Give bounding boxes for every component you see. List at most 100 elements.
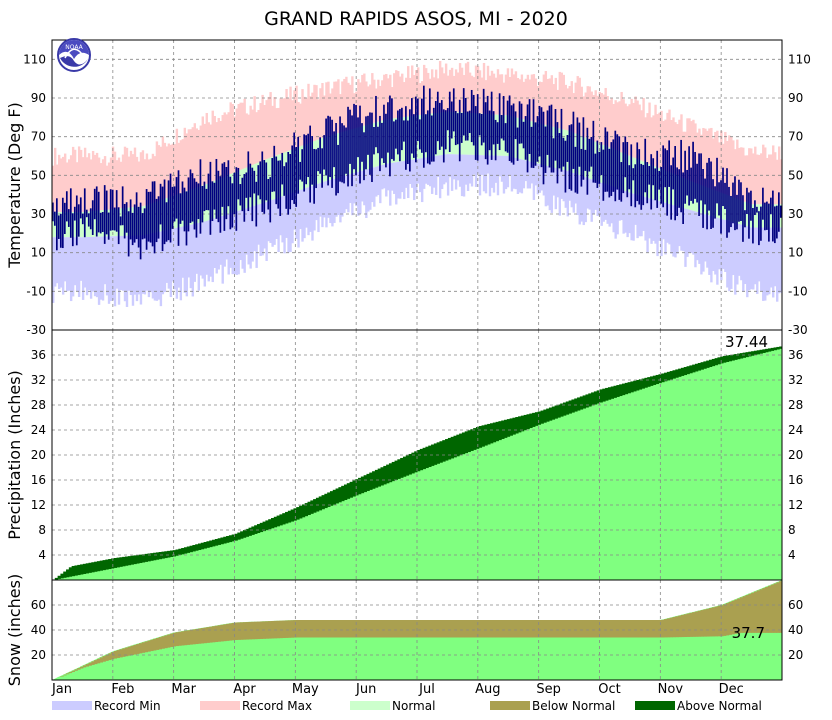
below-normal-area <box>737 598 741 634</box>
record-min-bar <box>141 235 145 294</box>
record-min-bar <box>229 213 232 268</box>
above-normal-area <box>425 446 429 469</box>
record-max-bar <box>634 96 637 159</box>
above-normal-area <box>332 489 337 505</box>
record-max-bar <box>301 89 304 146</box>
above-normal-area <box>63 571 67 578</box>
observed-temp-bar <box>754 200 756 216</box>
record-max-bar <box>135 156 139 207</box>
record-min-bar <box>119 235 123 291</box>
below-normal-area <box>512 620 516 638</box>
observed-temp-bar <box>572 111 575 169</box>
record-max-bar <box>313 84 316 142</box>
observed-temp-bar <box>109 189 112 231</box>
above-normal-area <box>456 434 460 457</box>
observed-temp-bar <box>660 166 663 204</box>
observed-temp-bar <box>171 186 174 229</box>
record-min-bar <box>642 196 645 231</box>
above-normal-area <box>226 536 230 543</box>
observed-temp-bar <box>690 167 692 201</box>
record-min-bar <box>71 237 75 297</box>
below-normal-area <box>596 620 600 638</box>
observed-temp-bar <box>518 101 521 144</box>
below-normal-area <box>122 648 126 657</box>
below-normal-area <box>212 626 216 643</box>
above-normal-area <box>509 418 513 436</box>
below-normal-area <box>675 616 679 638</box>
record-min-bar <box>758 227 761 282</box>
below-normal-area <box>520 620 525 638</box>
observed-temp-bar <box>534 122 537 166</box>
record-min-bar <box>628 192 631 234</box>
below-normal-area <box>324 620 328 638</box>
below-normal-area <box>683 614 688 638</box>
record-min-bar <box>65 237 69 292</box>
below-normal-area <box>338 620 342 638</box>
below-normal-area <box>568 620 572 638</box>
observed-temp-bar <box>648 165 651 185</box>
record-max-bar <box>107 162 111 210</box>
below-normal-area <box>742 596 746 633</box>
above-normal-area <box>408 453 412 475</box>
observed-temp-bar <box>397 110 399 155</box>
below-normal-area <box>153 638 157 651</box>
below-normal-area <box>773 583 777 633</box>
record-max-bar <box>558 71 562 129</box>
record-max-bar <box>73 149 77 213</box>
record-min-bar <box>125 235 129 307</box>
y-tick-label: 50 <box>788 168 803 182</box>
observed-temp-bar <box>169 173 172 243</box>
below-normal-area <box>226 623 230 641</box>
record-max-bar <box>438 61 442 113</box>
record-min-bar <box>616 188 619 235</box>
record-min-bar <box>718 218 721 270</box>
record-max-bar <box>189 129 193 190</box>
observed-temp-bar <box>227 160 230 207</box>
observed-temp-bar <box>55 198 58 251</box>
record-max-bar <box>139 152 143 207</box>
record-min-bar <box>670 204 673 254</box>
record-min-bar <box>233 212 236 275</box>
record-max-bar <box>199 125 202 187</box>
record-min-bar <box>301 189 304 242</box>
below-normal-area <box>436 620 440 638</box>
record-min-bar <box>500 155 504 182</box>
record-min-bar <box>464 154 468 185</box>
observed-temp-bar <box>91 200 94 235</box>
record-max-bar <box>243 98 246 169</box>
above-normal-area <box>245 528 250 537</box>
record-min-bar <box>538 163 542 193</box>
observed-temp-bar <box>432 107 435 162</box>
legend-swatch <box>350 701 390 710</box>
record-min-bar <box>145 234 149 291</box>
below-normal-area <box>85 664 89 667</box>
record-max-bar <box>646 113 649 164</box>
record-max-bar <box>227 112 230 175</box>
observed-temp-bar <box>488 110 491 151</box>
observed-temp-bar <box>213 182 216 210</box>
record-min-bar <box>137 235 141 295</box>
below-normal-area <box>341 620 345 638</box>
record-min-bar <box>185 225 189 297</box>
below-normal-area <box>228 623 233 641</box>
above-normal-area <box>557 404 561 418</box>
above-normal-area <box>725 355 730 362</box>
record-max-bar <box>127 156 131 208</box>
above-normal-area <box>422 447 426 470</box>
record-min-bar <box>89 236 93 299</box>
above-normal-area <box>259 522 264 533</box>
below-normal-area <box>169 633 174 648</box>
above-normal-area <box>563 402 567 416</box>
record-max-bar <box>177 142 181 194</box>
observed-temp-bar <box>271 158 274 192</box>
below-normal-area <box>172 632 177 647</box>
record-max-bar <box>329 93 332 136</box>
normal-band <box>81 212 85 238</box>
below-normal-area <box>624 620 629 638</box>
record-max-bar <box>115 160 119 209</box>
record-min-bar <box>444 154 448 183</box>
record-max-bar <box>403 82 406 118</box>
record-min-bar <box>780 227 783 293</box>
observed-temp-bar <box>417 98 419 142</box>
record-max-bar <box>395 70 398 119</box>
